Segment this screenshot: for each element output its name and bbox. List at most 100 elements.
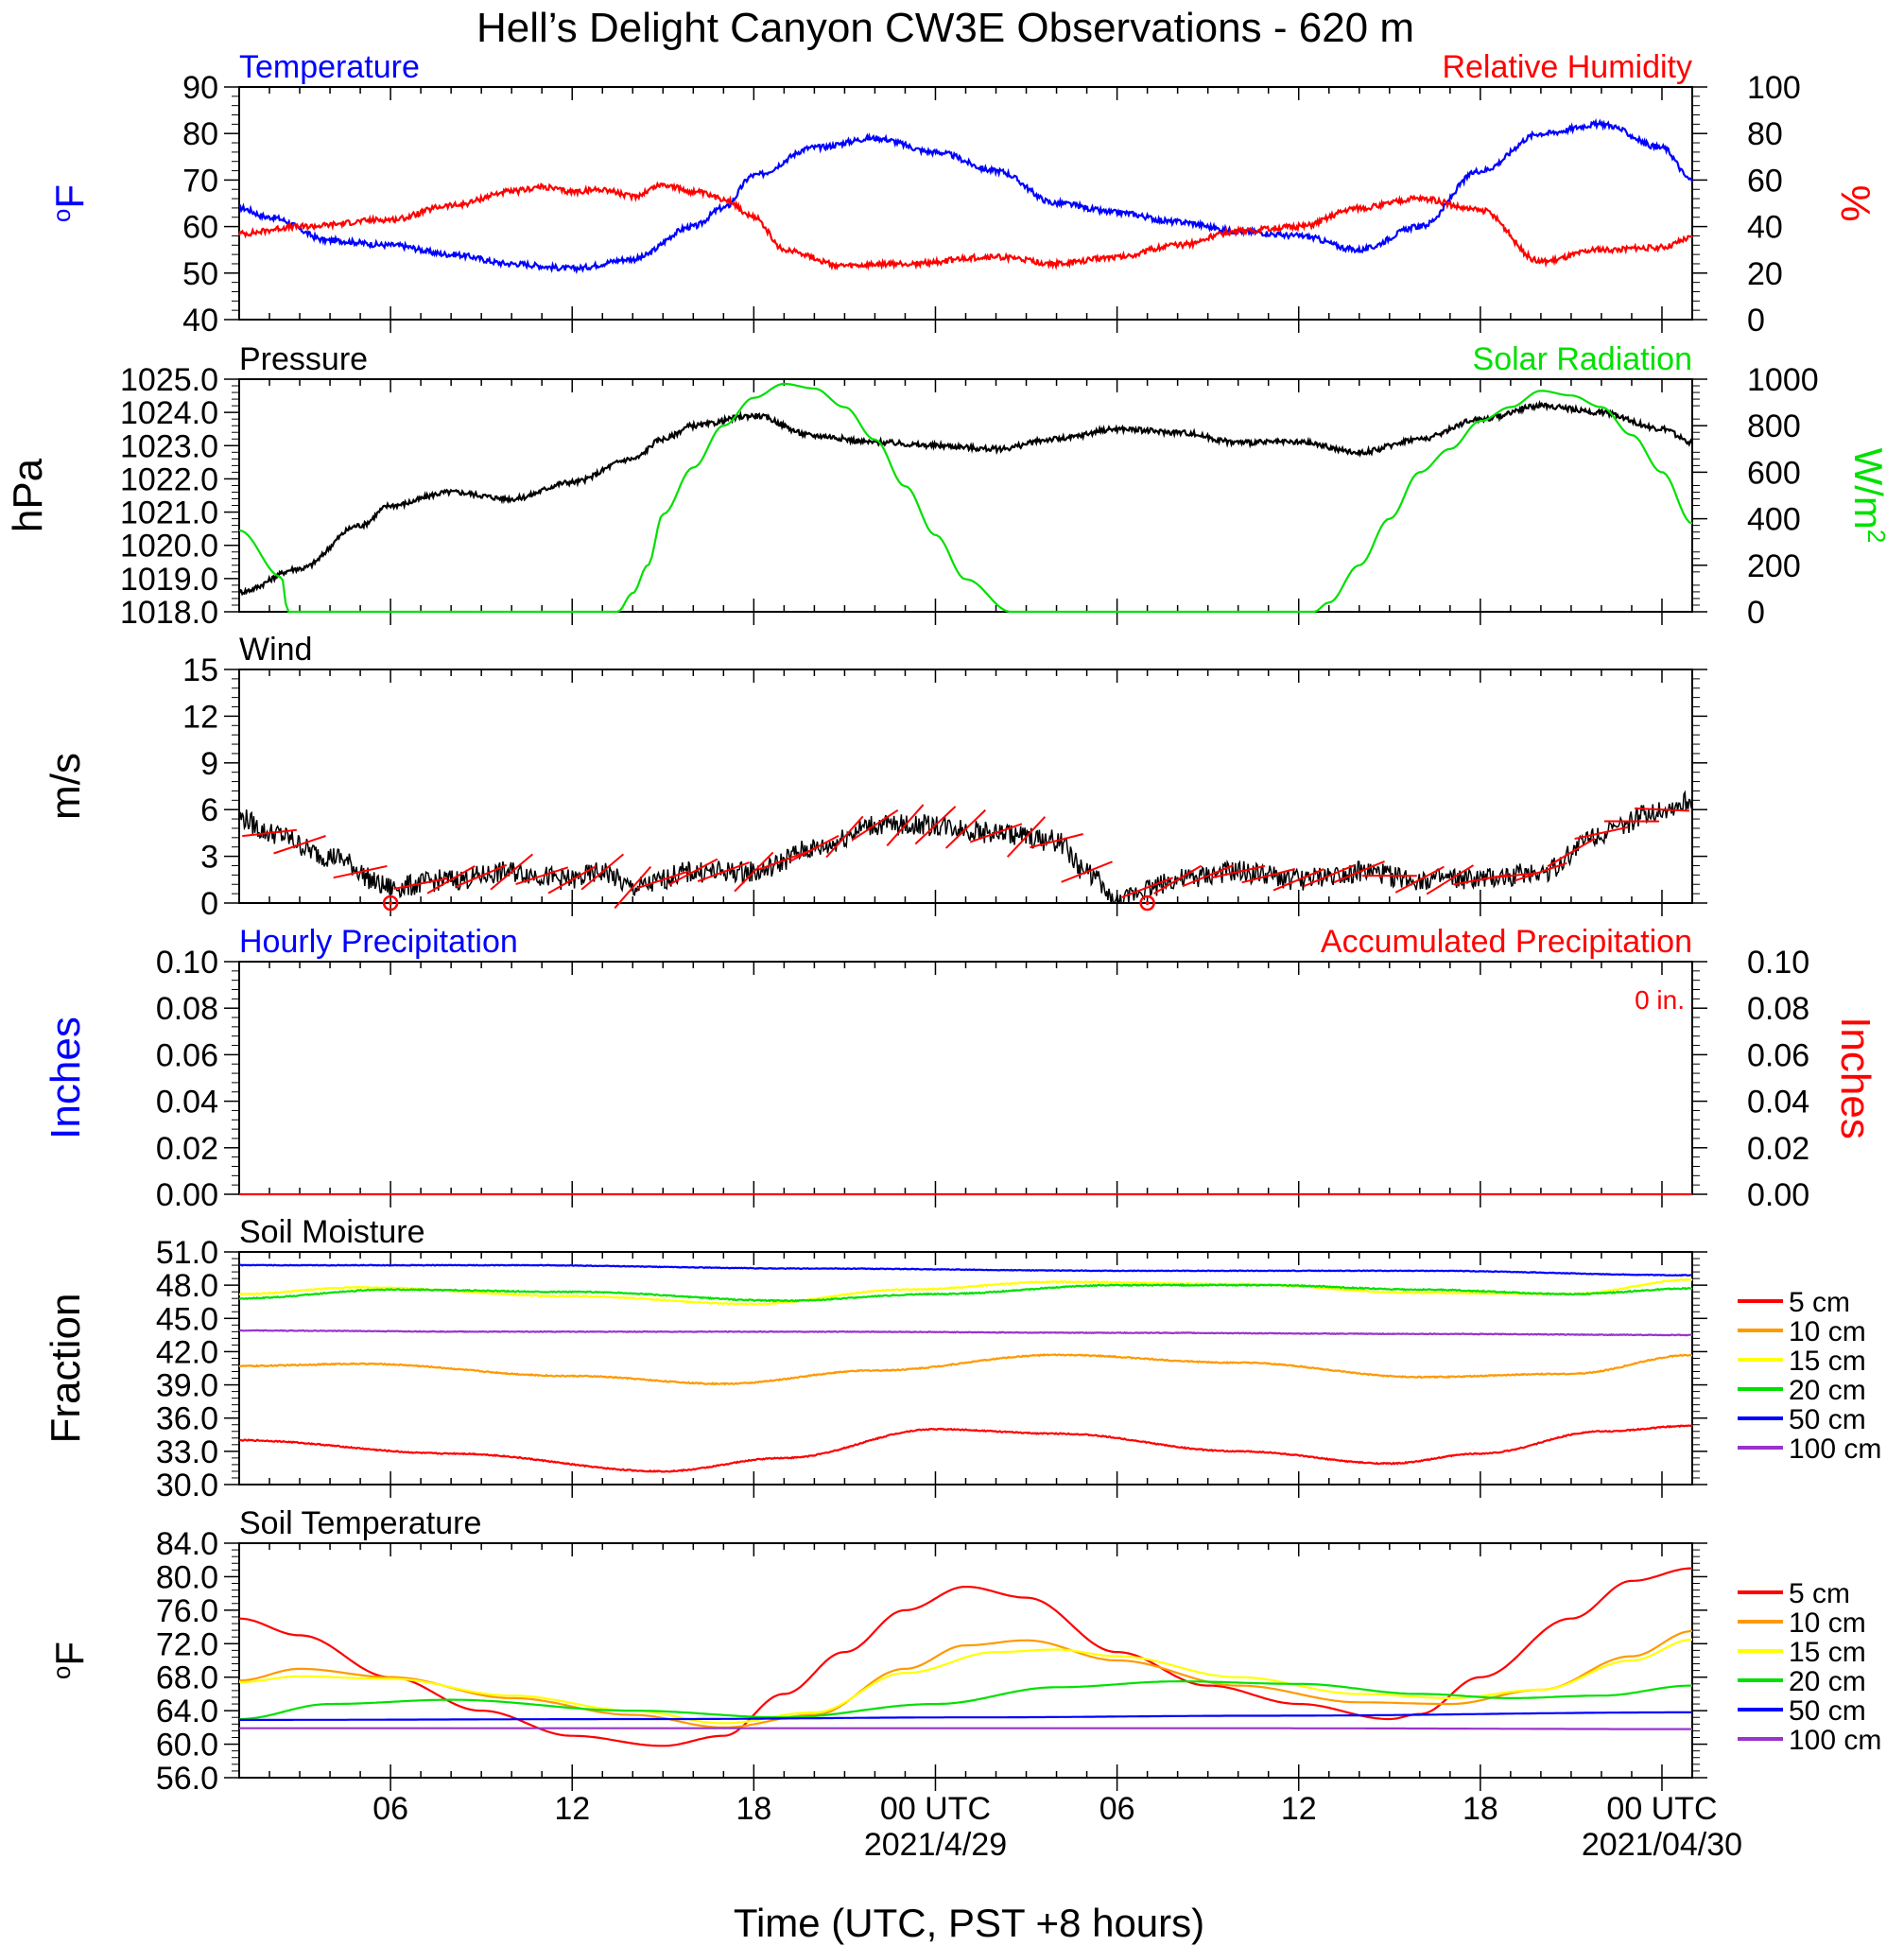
panel-title-right: Accumulated Precipitation (1321, 924, 1692, 960)
series-line-20-cm (238, 1283, 1693, 1303)
y-tick-label: 45.0 (156, 1301, 218, 1337)
series-line-1 (237, 400, 1694, 597)
series-line-1 (238, 790, 1693, 905)
y-tick-label-right: 0.02 (1747, 1131, 1809, 1167)
y-tick-label: 72.0 (156, 1626, 218, 1662)
wind-barb (697, 861, 750, 882)
x-tick-label: 00 UTC (1606, 1791, 1717, 1827)
x-tick-label: 18 (736, 1791, 771, 1827)
series-line-10-cm (238, 1353, 1693, 1386)
wind-barb (886, 804, 925, 847)
x-tick-label: 12 (1281, 1791, 1317, 1827)
wind-barb (825, 815, 864, 859)
wind-barb (547, 865, 597, 895)
wind-barb (1547, 837, 1596, 868)
y-tick-label: 36.0 (156, 1401, 218, 1437)
y-tick-label-right: 1000 (1747, 362, 1819, 398)
wind-barb (1634, 807, 1689, 812)
wind-barb (1515, 861, 1567, 882)
wind-barb (1211, 864, 1266, 879)
y-axis-label-right: W/m2 (1846, 448, 1891, 544)
legend-label: 20 cm (1789, 1666, 1866, 1697)
wind-barb (1426, 864, 1475, 895)
x-date-label: 2021/4/29 (864, 1827, 1007, 1863)
y-tick-label: 76.0 (156, 1593, 218, 1629)
series-line-15-cm (239, 1638, 1693, 1725)
y-axis-label-left: oF (47, 1642, 92, 1679)
y-tick-label: 33.0 (156, 1434, 218, 1470)
plot-frame (238, 1542, 1693, 1779)
panel-1: 40 50 60 70 80 90 0 20 40 60 80 100 Temperature Relat… (47, 49, 1878, 339)
legend-label: 5 cm (1789, 1287, 1850, 1318)
y-axis-label-left: Inches (43, 1016, 89, 1139)
y-tick-label-right: 400 (1747, 502, 1801, 538)
panel-title-left: Hourly Precipitation (239, 924, 518, 960)
series-line-100-cm (238, 1329, 1692, 1337)
y-tick-label-right: 80 (1747, 116, 1783, 152)
y-tick-label: 0.06 (156, 1037, 218, 1073)
legend-label: 5 cm (1789, 1578, 1850, 1609)
y-tick-label-right: 100 (1747, 70, 1801, 106)
wind-barb (242, 828, 297, 838)
y-tick-label: 15 (182, 652, 218, 688)
y-tick-label-right: 60 (1747, 163, 1783, 199)
wind-barb (1182, 864, 1234, 888)
y-tick-label: 1019.0 (120, 562, 218, 598)
y-tick-label: 64.0 (156, 1694, 218, 1729)
wind-barb (969, 823, 1023, 843)
wind-barb (1394, 865, 1445, 894)
wind-barb (393, 877, 448, 890)
x-tick-label: 12 (554, 1791, 590, 1827)
panel-title-right: Relative Humidity (1442, 49, 1692, 85)
panel-title-left: Soil Temperature (239, 1505, 481, 1541)
x-tick-label: 06 (372, 1791, 408, 1827)
x-tick-label: 00 UTC (880, 1791, 991, 1827)
y-tick-label: 1025.0 (120, 362, 218, 398)
plot-frame (238, 86, 1693, 321)
wind-barb (1303, 864, 1355, 888)
wind-barb (1153, 864, 1203, 895)
wind-barb (734, 851, 774, 893)
y-tick-label: 48.0 (156, 1268, 218, 1304)
panel-title-left: Wind (239, 632, 312, 668)
y-tick-label-right: 0 (1747, 303, 1765, 339)
panel-2: 1018.01019.01020.01021.01022.01023.01024… (5, 341, 1891, 631)
y-tick-label-right: 0.04 (1747, 1085, 1809, 1121)
wind-barb (1574, 825, 1629, 841)
calm-wind-marker (1139, 895, 1155, 912)
x-axis-label: Time (UTC, PST +8 hours) (734, 1901, 1204, 1945)
legend-label: 50 cm (1789, 1695, 1866, 1727)
y-tick-label: 1021.0 (120, 495, 218, 531)
y-tick-label: 1018.0 (120, 595, 218, 631)
wind-barb (426, 864, 476, 895)
wind-barb (636, 870, 690, 890)
panel-4: 0.00 0.02 0.04 0.06 0.08 0.10 0.00 0.02 0.04 0.06… (43, 924, 1878, 1213)
series-line-50-cm (239, 1711, 1692, 1721)
y-tick-label: 80 (182, 116, 218, 152)
legend-label: 15 cm (1789, 1637, 1866, 1668)
y-tick-label: 3 (200, 840, 218, 876)
y-tick-label: 50 (182, 256, 218, 292)
calm-wind-marker (382, 895, 399, 912)
series-line-50-cm (239, 1263, 1693, 1277)
panel-5: 30.033.036.039.042.045.048.051.0 Soil Moi… (43, 1214, 1881, 1503)
y-tick-label-right: 0 (1747, 595, 1765, 631)
chart-title: Hell’s Delight Canyon CW3E Observations … (476, 5, 1414, 51)
y-tick-label: 0.02 (156, 1131, 218, 1167)
wind-barb (490, 853, 534, 891)
y-tick-label: 51.0 (156, 1235, 218, 1271)
panel-title-left: Soil Moisture (239, 1214, 425, 1250)
legend-label: 10 cm (1789, 1316, 1866, 1347)
wind-barb (273, 835, 326, 855)
y-tick-label: 56.0 (156, 1761, 218, 1797)
panel-6: 56.060.064.068.072.076.080.084.0 Soil Tem… (47, 1505, 1881, 1797)
series-line-10-cm (238, 1629, 1693, 1729)
y-tick-label: 6 (200, 792, 218, 828)
wind-barb (614, 865, 652, 910)
y-tick-label: 90 (182, 70, 218, 106)
y-tick-label: 1024.0 (120, 395, 218, 431)
y-tick-label: 9 (200, 746, 218, 782)
y-tick-label: 84.0 (156, 1526, 218, 1562)
y-tick-label-right: 0.10 (1747, 945, 1809, 981)
